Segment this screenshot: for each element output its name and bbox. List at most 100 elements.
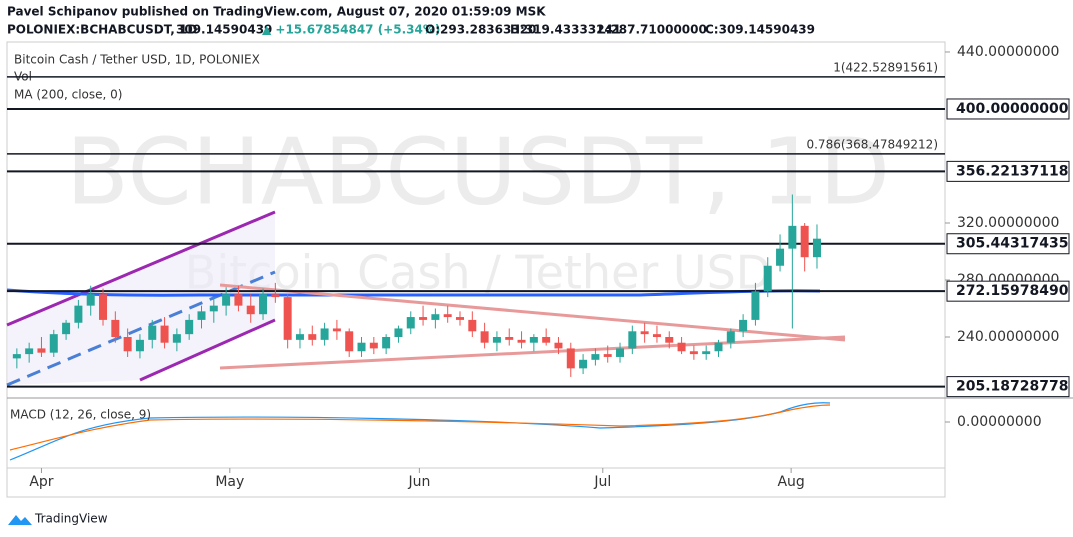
- x-tick-label: Apr: [29, 474, 53, 490]
- candle-body: [714, 342, 723, 352]
- symbol: POLONIEX:BCHABCUSDT, 1D: [7, 23, 197, 37]
- y-tick-label: 0.00000000: [957, 414, 1042, 430]
- y-tick-label: 320.00000000: [957, 215, 1059, 231]
- candle-body: [111, 319, 120, 338]
- candle-body: [394, 328, 403, 338]
- close: C:309.14590439: [705, 23, 815, 37]
- publisher: Pavel Schipanov published on TradingView…: [7, 5, 546, 19]
- candle-body: [320, 328, 329, 340]
- level-label: 400.00000000: [956, 101, 1069, 117]
- candle-body: [566, 348, 575, 369]
- candle-body: [86, 294, 95, 306]
- channel-fill: [7, 212, 275, 385]
- level-box: [946, 376, 1070, 398]
- candle-body: [542, 337, 551, 343]
- level-box: [946, 98, 1070, 120]
- candle-body: [492, 337, 501, 343]
- candle-body: [505, 337, 514, 340]
- candle-body: [222, 294, 231, 306]
- candle-body: [800, 225, 809, 258]
- candle-body: [148, 325, 157, 340]
- candle-body: [554, 342, 563, 349]
- candle-body: [776, 248, 785, 266]
- candle-body: [382, 337, 391, 349]
- candle-body: [689, 351, 698, 355]
- candle-body: [74, 305, 83, 323]
- open: O:293.28363320: [425, 23, 536, 37]
- candle-body: [751, 291, 760, 320]
- fib-label: 1(422.52891561): [833, 60, 938, 74]
- candle-body: [295, 334, 304, 340]
- candle-body: [443, 314, 452, 318]
- candle-body: [209, 305, 218, 312]
- x-tick-label: May: [215, 474, 244, 490]
- level-label: 305.44317435: [956, 236, 1068, 252]
- x-tick-label: Jul: [593, 474, 611, 490]
- candle-body: [739, 319, 748, 332]
- indicator: MA (200, close, 0): [14, 88, 122, 102]
- level-label: 272.15978490: [956, 283, 1069, 299]
- candle-body: [369, 342, 378, 349]
- candle-body: [12, 354, 21, 359]
- candle-body: [652, 334, 661, 338]
- x-tick-label: Jun: [407, 474, 430, 490]
- pane-border: [6, 41, 946, 498]
- candle-body: [763, 265, 772, 292]
- y-tick-label: 240.00000000: [957, 329, 1059, 345]
- candle-body: [283, 297, 292, 340]
- candle-body: [628, 331, 637, 349]
- level-label: 205.18728778: [956, 379, 1068, 395]
- title: Bitcoin Cash / Tether USD, 1D, POLONIEX: [14, 53, 260, 67]
- candle-body: [616, 348, 625, 357]
- candle-body: [172, 334, 181, 343]
- candle-body: [702, 351, 711, 355]
- candle-body: [579, 359, 588, 369]
- brand: TradingView: [34, 512, 108, 526]
- candle-body: [517, 339, 526, 343]
- candle-body: [197, 311, 206, 320]
- candle-body: [480, 331, 489, 343]
- candle-body: [234, 294, 243, 306]
- level-box: [946, 280, 1070, 302]
- candle-body: [345, 331, 354, 352]
- candle-body: [640, 331, 649, 335]
- level-label: 356.22137118: [956, 163, 1068, 179]
- candle-body: [271, 294, 280, 298]
- candle-body: [135, 339, 144, 352]
- candle-body: [246, 305, 255, 315]
- candle-body: [665, 337, 674, 343]
- indicator: MACD (12, 26, close, 9): [10, 408, 151, 422]
- candle-body: [357, 342, 366, 352]
- candle-body: [455, 317, 464, 320]
- change: ▲ +15.67854847 (+5.34%): [262, 23, 440, 37]
- candle-body: [603, 354, 612, 357]
- channel-top: [6, 210, 276, 327]
- candle-body: [332, 328, 341, 332]
- candle-body: [259, 294, 268, 315]
- candle-body: [419, 317, 428, 320]
- candle-body: [37, 348, 46, 353]
- candle-body: [677, 342, 686, 352]
- candle-body: [99, 294, 108, 320]
- y-tick-label: 440.00000000: [957, 44, 1059, 60]
- candle-body: [788, 225, 797, 249]
- candle-body: [308, 334, 317, 340]
- candle-body: [185, 319, 194, 335]
- logo: [8, 515, 32, 525]
- candle-body: [62, 322, 71, 335]
- candle-body: [123, 337, 132, 352]
- candle-body: [25, 348, 34, 355]
- candle-body: [468, 319, 477, 332]
- candle-body: [726, 331, 735, 343]
- level-box: [946, 233, 1070, 255]
- candle-body: [160, 325, 169, 343]
- level-box: [946, 160, 1070, 182]
- last: 309.14590439: [176, 23, 272, 37]
- fib-label: 0.786(368.47849212): [806, 137, 938, 151]
- candle-body: [812, 238, 821, 258]
- high: H:319.43333241: [510, 23, 621, 37]
- candle-body: [406, 317, 415, 329]
- candle-body: [591, 354, 600, 360]
- quote-line: POLONIEX:BCHABCUSDT, 1D 309.14590439 ▲ +…: [7, 23, 815, 37]
- signal-line: [9, 404, 831, 451]
